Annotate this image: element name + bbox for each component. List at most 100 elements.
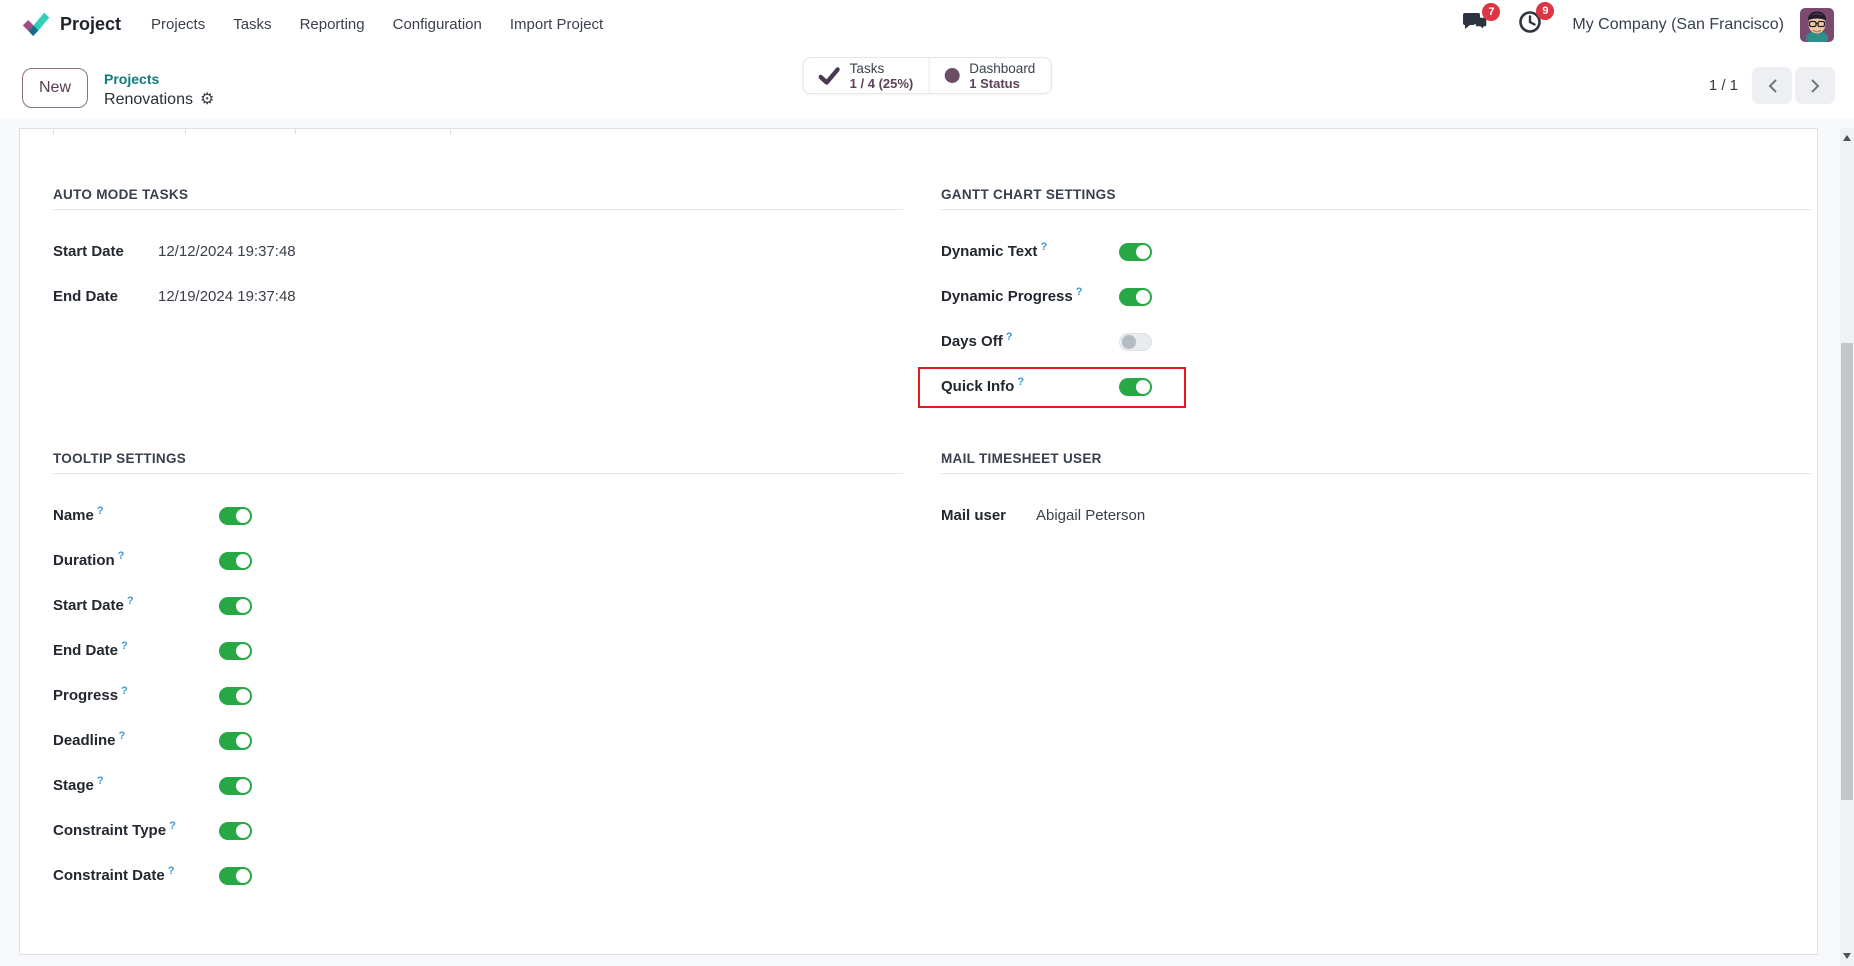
toggle-constraint-type-switch[interactable] [219, 821, 252, 840]
start-date-value[interactable]: 12/12/2024 19:37:48 [158, 243, 296, 260]
breadcrumb-area: New Projects Renovations ⚙ [22, 68, 214, 110]
scrollbar-thumb[interactable] [1841, 343, 1853, 800]
messages-button[interactable]: 7 [1462, 3, 1501, 38]
scroll-up-arrow-icon[interactable] [1843, 135, 1851, 141]
toggle-duration-switch[interactable] [219, 551, 252, 570]
help-icon[interactable]: ? [1005, 331, 1013, 343]
help-icon[interactable]: ? [96, 505, 104, 517]
section-title: TOOLTIP SETTINGS [53, 451, 187, 466]
field-row-mail-user: Mail user Abigail Peterson [941, 493, 1811, 538]
section-mail-timesheet-user: MAIL TIMESHEET USER Mail user Abigail Pe… [941, 450, 1811, 538]
company-switcher[interactable]: My Company (San Francisco) [1572, 15, 1784, 33]
toggle-row-quick-info: Quick Info? [918, 364, 1811, 409]
section-divider [941, 209, 1811, 210]
check-icon [818, 66, 840, 85]
help-icon[interactable]: ? [1017, 376, 1025, 388]
help-icon[interactable]: ? [126, 595, 134, 607]
toggle-label: Stage [53, 777, 94, 794]
toggle-label: Quick Info [941, 378, 1015, 395]
tasks-stat-button[interactable]: Tasks 1 / 4 (25%) [804, 58, 929, 93]
menu-reporting[interactable]: Reporting [299, 16, 365, 33]
toggle-dynamic-text-switch[interactable] [1119, 242, 1152, 261]
content-area: AUTO MODE TASKS Start Date 12/12/2024 19… [0, 118, 1854, 966]
field-label: End Date [53, 288, 119, 305]
project-app-logo-icon[interactable] [22, 11, 50, 39]
control-panel: New Projects Renovations ⚙ Tasks 1 / 4 (… [0, 49, 1854, 118]
scrolled-content-remnant [450, 129, 451, 134]
toggle-label: Constraint Type [53, 822, 167, 839]
help-icon[interactable]: ? [167, 865, 175, 877]
section-title: GANTT CHART SETTINGS [941, 187, 1116, 202]
help-icon[interactable]: ? [117, 550, 125, 562]
help-icon[interactable]: ? [1040, 241, 1048, 253]
help-icon[interactable]: ? [121, 685, 128, 697]
scrolled-content-remnant [185, 129, 186, 134]
section-divider [941, 473, 1811, 474]
section-auto-mode-tasks: AUTO MODE TASKS Start Date 12/12/2024 19… [53, 186, 903, 319]
menu-projects[interactable]: Projects [151, 16, 206, 33]
messages-badge: 7 [1482, 3, 1501, 21]
field-row-start-date: Start Date 12/12/2024 19:37:48 [53, 229, 903, 274]
activities-button[interactable]: 9 [1518, 2, 1555, 39]
help-icon[interactable]: ? [169, 820, 176, 832]
toggle-row-dynamic-progress: Dynamic Progress? [941, 274, 1811, 319]
new-button[interactable]: New [22, 68, 89, 108]
chevron-right-icon [1810, 78, 1819, 93]
toggle-stage-switch[interactable] [219, 776, 252, 795]
help-icon[interactable]: ? [96, 775, 104, 787]
chevron-left-icon [1768, 78, 1777, 93]
tasks-stat-value: 1 / 4 (25%) [849, 75, 914, 91]
pager: 1 / 1 [1709, 67, 1835, 104]
toggle-label: Duration [53, 552, 115, 569]
field-label: Mail user [941, 507, 1007, 524]
section-title: AUTO MODE TASKS [53, 187, 189, 202]
dashboard-stat-label: Dashboard [969, 60, 1036, 76]
toggle-label: Dynamic Text [941, 243, 1038, 260]
toggle-progress-switch[interactable] [219, 686, 252, 705]
breadcrumb-parent-link[interactable]: Projects [104, 71, 160, 87]
toggle-label: Dynamic Progress [941, 288, 1073, 305]
app-title[interactable]: Project [60, 14, 122, 34]
toggle-quick-info-switch[interactable] [1119, 377, 1152, 396]
end-date-value[interactable]: 12/19/2024 19:37:48 [158, 288, 296, 305]
scrolled-content-remnant [295, 129, 296, 134]
toggle-label: Deadline [53, 732, 116, 749]
toggle-constraint-date-switch[interactable] [219, 866, 252, 885]
dashboard-stat-value: 1 Status [969, 75, 1020, 91]
pager-previous-button[interactable] [1752, 67, 1792, 104]
mail-user-value[interactable]: Abigail Peterson [1036, 507, 1146, 524]
dashboard-stat-button[interactable]: Dashboard 1 Status [928, 58, 1050, 93]
toggle-start-date-switch[interactable] [219, 596, 252, 615]
help-icon[interactable]: ? [121, 640, 128, 652]
section-divider [53, 209, 903, 210]
section-gantt-chart-settings: GANTT CHART SETTINGS Dynamic Text? Dynam… [918, 186, 1811, 409]
vertical-scrollbar[interactable] [1840, 128, 1854, 966]
pager-value[interactable]: 1 / 1 [1708, 77, 1738, 94]
toggle-row-days-off: Days Off? [941, 319, 1811, 364]
main-menu: Projects Tasks Reporting Configuration I… [151, 0, 603, 49]
breadcrumb: Projects Renovations ⚙ [104, 68, 214, 110]
menu-import-project[interactable]: Import Project [509, 16, 604, 33]
toggle-row-progress: Progress? [53, 673, 903, 718]
toggle-row-name: Name? [53, 493, 903, 538]
toggle-label: Progress [53, 687, 119, 704]
help-icon[interactable]: ? [118, 730, 126, 742]
toggle-row-start-date: Start Date? [53, 583, 903, 628]
pager-next-button[interactable] [1795, 67, 1835, 104]
toggle-row-stage: Stage? [53, 763, 903, 808]
menu-configuration[interactable]: Configuration [392, 16, 482, 33]
toggle-days-off-switch[interactable] [1119, 332, 1152, 351]
toggle-name-switch[interactable] [219, 506, 252, 525]
menu-tasks[interactable]: Tasks [233, 16, 272, 33]
toggle-deadline-switch[interactable] [219, 731, 252, 750]
gear-icon[interactable]: ⚙ [199, 91, 215, 108]
tasks-stat-label: Tasks [849, 60, 885, 76]
toggle-end-date-switch[interactable] [219, 641, 252, 660]
avatar[interactable] [1800, 7, 1834, 42]
section-divider [53, 473, 903, 474]
stat-button-group: Tasks 1 / 4 (25%) Dashboard 1 Status [802, 57, 1052, 94]
toggle-row-deadline: Deadline? [53, 718, 903, 763]
scroll-down-arrow-icon[interactable] [1843, 953, 1851, 959]
help-icon[interactable]: ? [1075, 286, 1083, 298]
toggle-dynamic-progress-switch[interactable] [1119, 287, 1152, 306]
